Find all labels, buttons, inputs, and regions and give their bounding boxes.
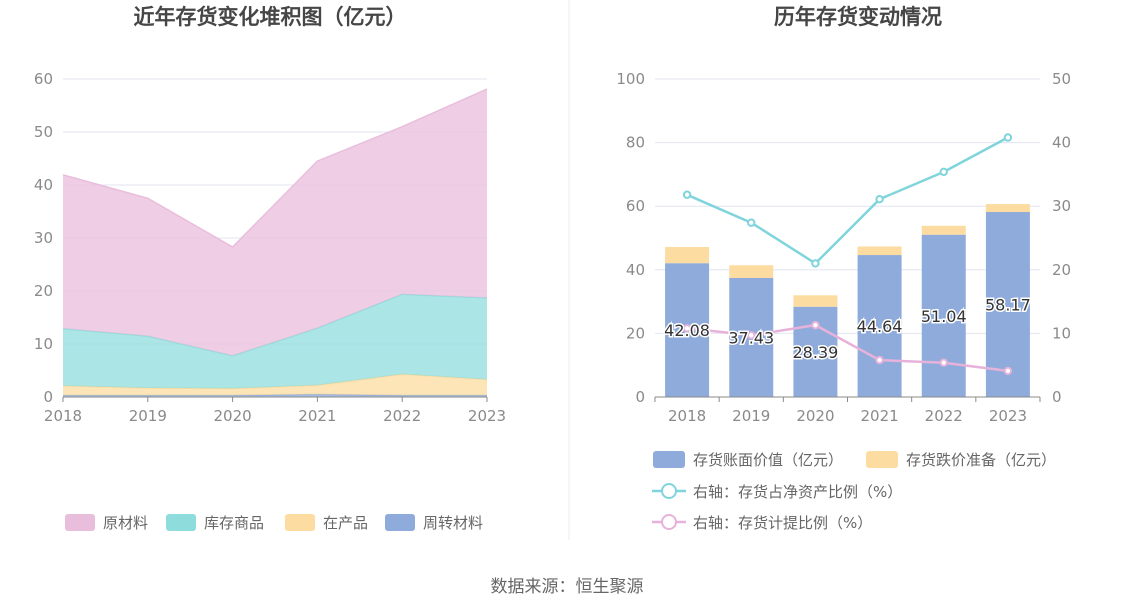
area-库存商品 [63, 294, 487, 389]
y2-tick-label: 40 [1052, 134, 1071, 152]
legend-label: 存货账面价值（亿元） [693, 451, 843, 469]
line-point [811, 320, 820, 330]
x-tick-label: 2018 [668, 407, 706, 425]
y-tick-label: 50 [34, 123, 53, 141]
x-tick-label: 2023 [989, 407, 1027, 425]
right-axis: 0 20 40 60 80 100 0 10 20 30 40 50 2018 2019 2020 2021 2… [616, 70, 1071, 425]
legend-label: 右轴：存货计提比例（%） [693, 514, 872, 532]
right-chart: 历年存货变动情况 42.08 37.4328.3944.6451.0458.17 … [616, 5, 1071, 532]
bar-value-label: 58.17 [985, 296, 1031, 315]
y-tick-label: 40 [626, 261, 645, 279]
y-tick-label: 0 [635, 388, 645, 406]
legend-marker [661, 514, 677, 530]
left-chart: 近年存货变化堆积图（亿元） 0 10 20 30 40 50 60 2018 2019 2020 2… [34, 5, 506, 532]
data-source: 数据来源：恒生聚源 [491, 577, 644, 597]
right-lines [682, 133, 1013, 376]
bar-impairment [857, 246, 902, 256]
left-areas [62, 88, 488, 397]
x-tick-label: 2022 [925, 407, 963, 425]
y2-tick-label: 30 [1052, 197, 1071, 215]
y2-tick-label: 50 [1052, 70, 1071, 88]
bar-impairment [793, 295, 838, 307]
line-point [939, 167, 948, 177]
x-tick-label: 2019 [129, 407, 167, 425]
right-bars [665, 204, 1030, 397]
area-在产品 [63, 374, 487, 396]
bar-value-label: 28.39 [793, 343, 839, 362]
left-legend[interactable]: 原材料 库存商品 在产品 周转材料 [65, 514, 483, 532]
bar-value-label: 44.64 [857, 317, 903, 336]
y-tick-label: 40 [34, 176, 53, 194]
line-point [682, 324, 692, 333]
y-tick-label: 80 [626, 134, 645, 152]
y-tick-label: 20 [626, 324, 645, 342]
bar-value-label: 42.08 [664, 321, 710, 340]
right-grid [655, 78, 1040, 334]
bar-value-label: 37.43 [728, 328, 774, 347]
line-point [747, 331, 756, 340]
x-tick-label: 2022 [383, 407, 421, 425]
bar-impairment [729, 265, 774, 278]
x-tick-label: 2021 [298, 407, 336, 425]
line-point [682, 190, 692, 199]
y-tick-label: 30 [34, 229, 53, 247]
legend-label: 在产品 [323, 514, 368, 532]
bar-impairment [921, 225, 966, 235]
bar-book-value [921, 234, 966, 397]
x-tick-label: 2020 [796, 407, 834, 425]
legend-swatch [866, 451, 898, 468]
y2-tick-label: 20 [1052, 261, 1071, 279]
left-axis: 0 10 20 30 40 50 60 2018 2019 2020 2021 2022 2023 [34, 70, 506, 425]
y-tick-label: 0 [43, 388, 53, 406]
area-原材料 [63, 89, 487, 356]
right-chart-title: 历年存货变动情况 [774, 5, 942, 29]
y2-tick-label: 10 [1052, 324, 1071, 342]
left-chart-title: 近年存货变化堆积图（亿元） [134, 5, 407, 29]
x-tick-label: 2018 [44, 407, 82, 425]
line-point [1003, 133, 1013, 142]
right-legend[interactable]: 存货账面价值（亿元） 存货跌价准备（亿元）右轴：存货占净资产比例（%） 右轴：存货计… [652, 451, 1056, 532]
bar-book-value [985, 212, 1030, 397]
y-tick-label: 60 [626, 197, 645, 215]
y-tick-label: 20 [34, 282, 53, 300]
bar-impairment [985, 204, 1030, 213]
line-point [875, 195, 884, 204]
x-tick-label: 2020 [214, 407, 252, 425]
line-point [875, 355, 884, 365]
bar-book-value [857, 255, 902, 397]
legend-label: 存货跌价准备（亿元） [906, 451, 1056, 469]
area-edge-原材料 [62, 88, 488, 248]
legend-label: 原材料 [103, 514, 148, 532]
legend-marker [661, 483, 677, 499]
legend-swatch [166, 514, 196, 531]
bar-value-label: 51.04 [921, 307, 967, 326]
line-point [1003, 366, 1013, 376]
line-point [811, 259, 820, 268]
y2-tick-label: 0 [1052, 388, 1062, 406]
legend-label: 库存商品 [204, 514, 264, 532]
legend-label: 右轴：存货占净资产比例（%） [693, 483, 902, 501]
bar-impairment [665, 246, 710, 264]
y-tick-label: 10 [34, 335, 53, 353]
x-tick-label: 2023 [468, 407, 506, 425]
legend-swatch [285, 514, 315, 531]
legend-swatch [385, 514, 415, 531]
line-point [939, 358, 948, 367]
legend-label: 周转材料 [423, 514, 483, 532]
legend-swatch [65, 514, 95, 531]
y-tick-label: 100 [616, 70, 645, 88]
x-tick-label: 2019 [732, 407, 770, 425]
line-右轴：存货占净资产比例（%） [686, 136, 1009, 265]
legend-swatch [653, 451, 685, 468]
y-tick-label: 60 [34, 70, 53, 88]
right-bar-labels: 42.08 37.43 28.39 44.64 51.04 58.17 [663, 294, 1033, 363]
line-point [747, 218, 756, 227]
area-周转材料 [63, 394, 487, 397]
line-右轴：存货计提比例（%） [686, 323, 1009, 373]
x-tick-label: 2021 [860, 407, 898, 425]
